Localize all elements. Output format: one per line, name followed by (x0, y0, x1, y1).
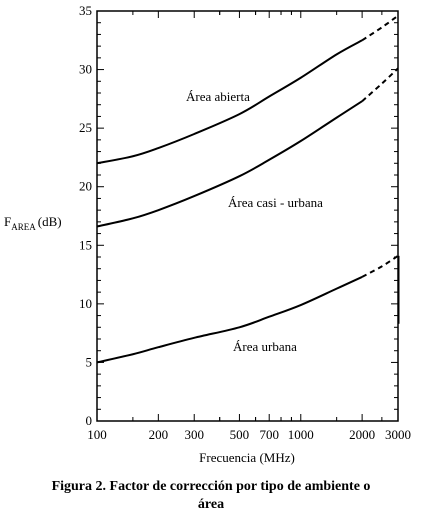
y-tick-label: 10 (79, 296, 92, 311)
plot-frame (96, 10, 399, 422)
series-dashed-urbana (361, 254, 399, 278)
series-dashed-abierta (361, 14, 399, 42)
y-tick-label: 20 (79, 179, 92, 194)
series-label-urbana: Área urbana (233, 339, 297, 354)
y-tick-label: 30 (79, 62, 92, 77)
y-axis-title-sub: AREA (11, 222, 36, 232)
y-tick-label: 25 (79, 120, 92, 135)
x-tick-label: 200 (149, 427, 169, 442)
y-axis-title-unit: (dB) (38, 214, 62, 229)
series-label-casi-urbana: Área casi - urbana (228, 195, 323, 210)
y-tick-label: 5 (86, 354, 93, 369)
x-tick-label: 500 (230, 427, 250, 442)
x-tick-label: 1000 (288, 427, 314, 442)
x-tick-label: 3000 (385, 427, 411, 442)
chart: 0 5 10 15 20 25 30 35 100 200 300 500 700 1000 2000 300… (4, 3, 411, 465)
y-axis-title-main: F (4, 214, 11, 229)
series-line-casi-urbana (96, 100, 363, 228)
x-tick-label: 300 (184, 427, 204, 442)
y-tick-label: 35 (79, 3, 92, 18)
figure-caption-line-2: área (197, 497, 225, 512)
series-dashed-casi-urbana (361, 67, 399, 102)
series-line-urbana (96, 276, 363, 364)
y-tick-label: 0 (86, 413, 93, 428)
series-label-abierta: Área abierta (186, 89, 250, 104)
y-axis-title: FAREA (dB) (4, 214, 62, 232)
figure-caption-line-1: Figura 2. Factor de corrección por tipo … (51, 479, 371, 494)
series-line-abierta (96, 39, 363, 165)
y-tick-label: 15 (79, 237, 92, 252)
x-tick-label: 100 (87, 427, 107, 442)
x-tick-label: 700 (259, 427, 279, 442)
x-tick-label: 2000 (349, 427, 375, 442)
x-axis-title: Frecuencia (MHz) (199, 450, 295, 465)
